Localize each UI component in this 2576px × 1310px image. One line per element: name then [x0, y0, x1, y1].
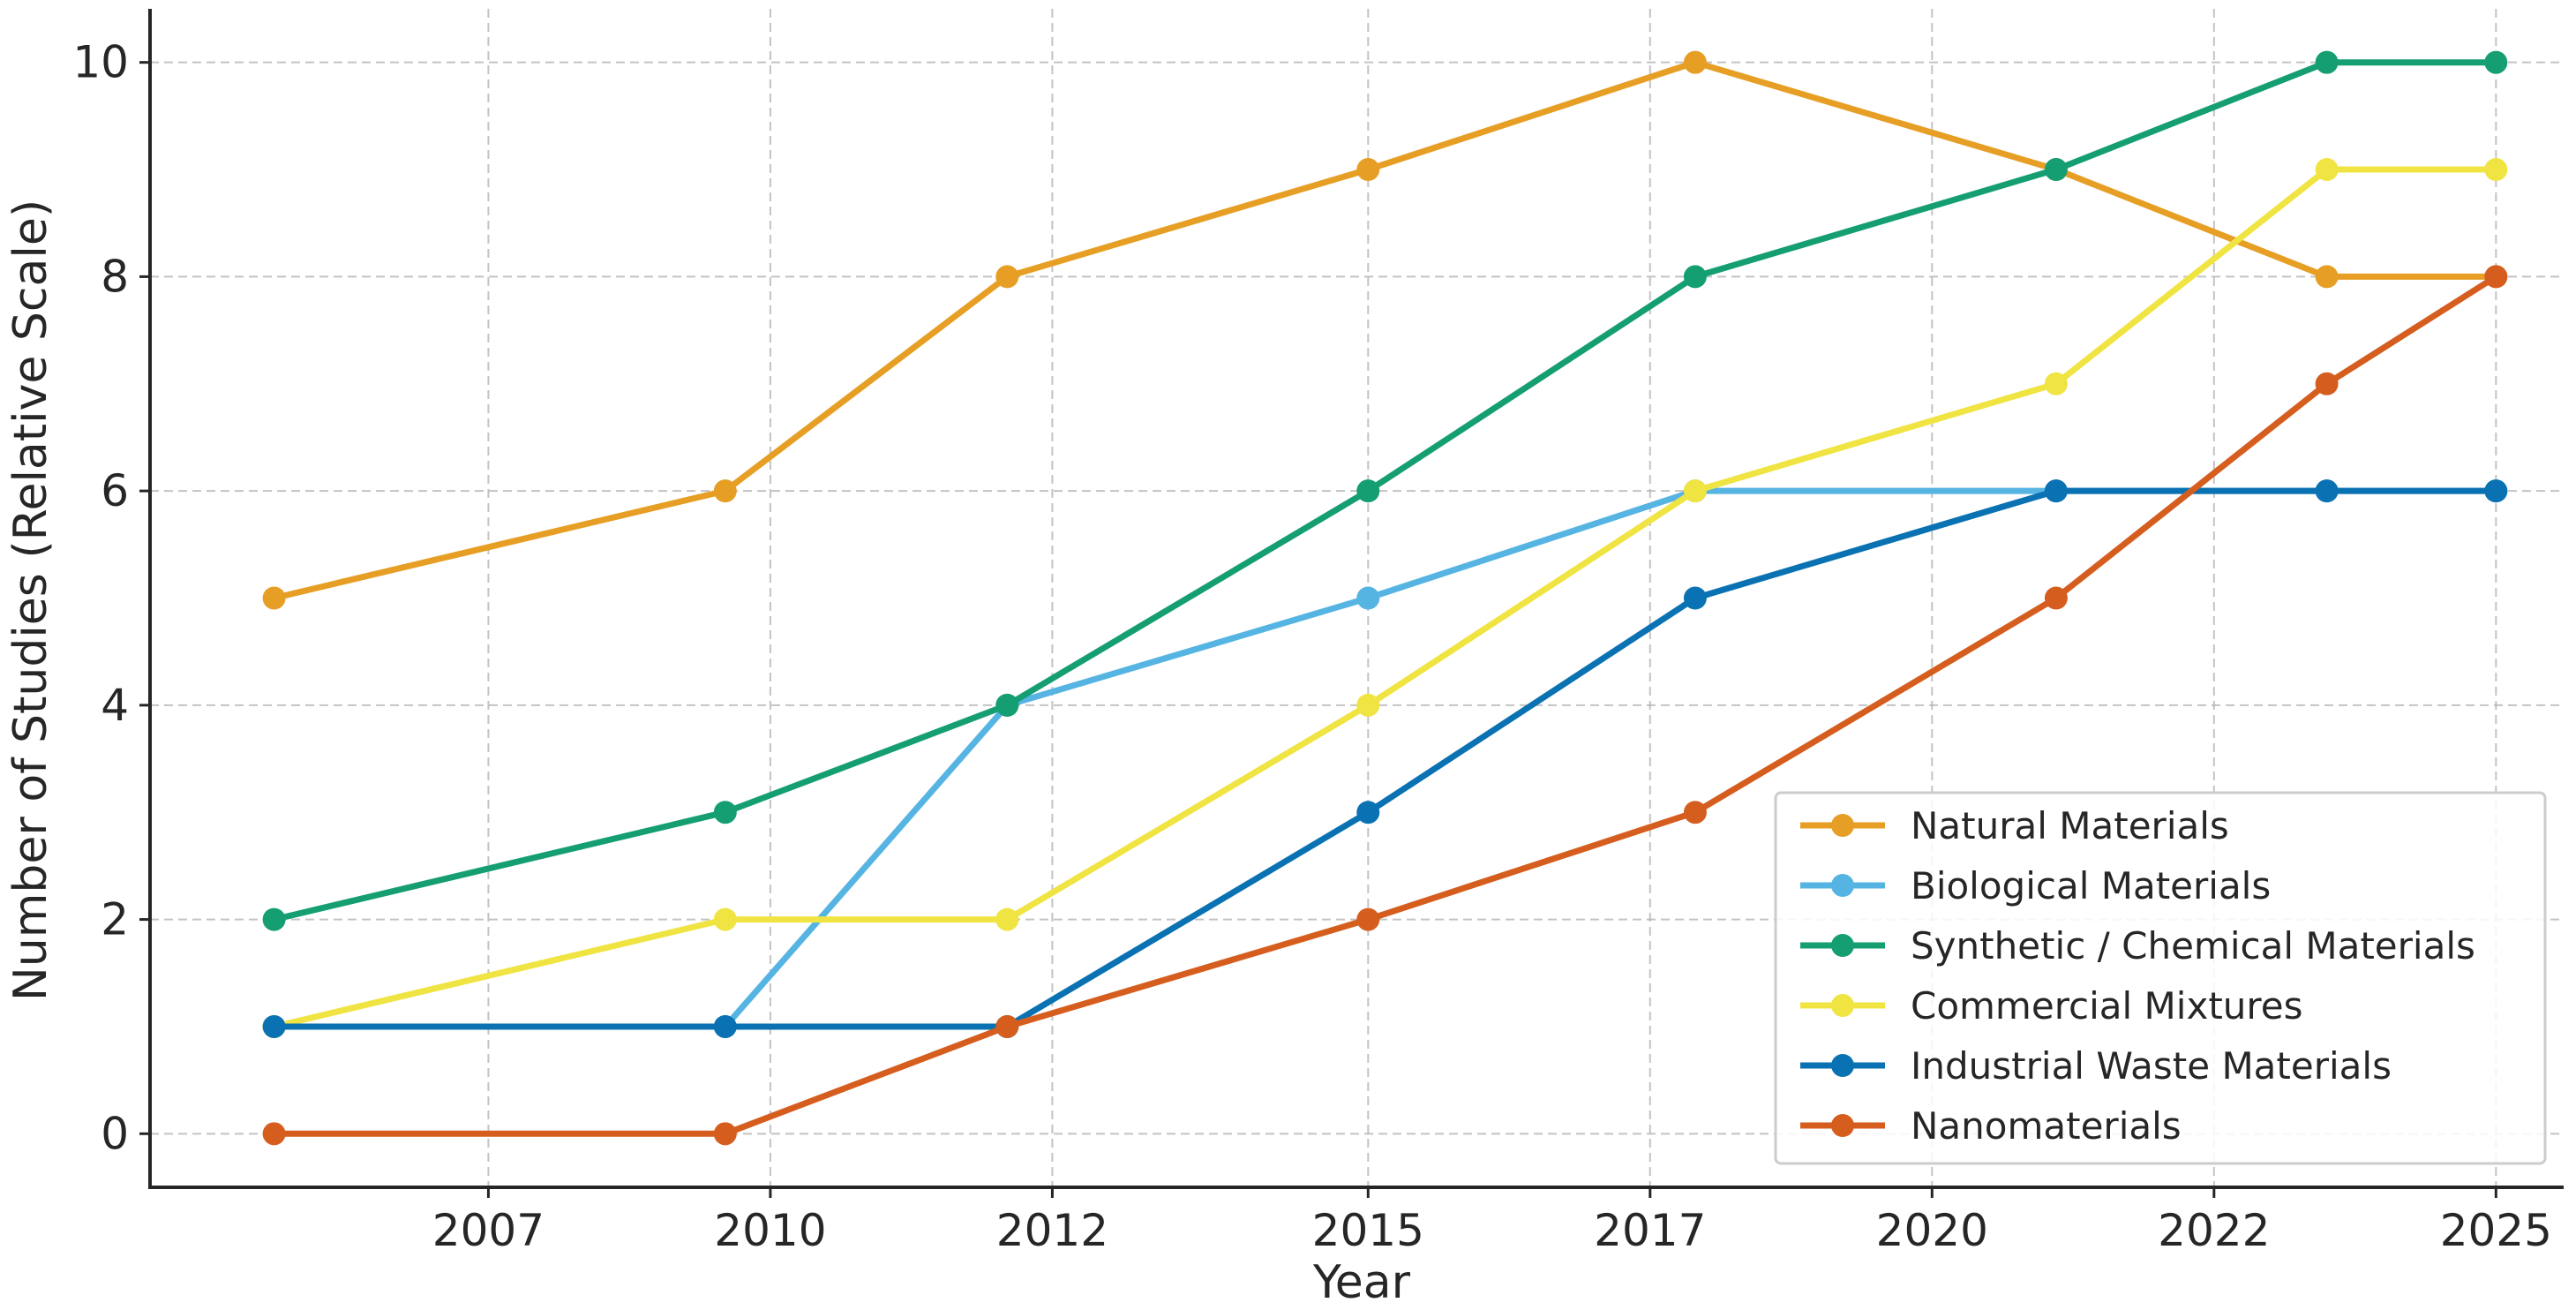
- series-line: [271, 166, 2499, 1030]
- legend: Natural Materials Biological Materials Syn…: [1774, 791, 2547, 1165]
- data-point: [1683, 50, 1707, 74]
- legend-label: Natural Materials: [1911, 804, 2229, 847]
- legend-entry: Nanomaterials: [1800, 1104, 2182, 1148]
- data-point: [713, 479, 737, 503]
- y-axis-title: Number of Studies (Relative Scale): [4, 200, 57, 1001]
- axes: [148, 9, 2564, 1189]
- legend-entry: Biological Materials: [1800, 864, 2271, 907]
- legend-entry: Industrial Waste Materials: [1800, 1044, 2392, 1088]
- data-point: [2484, 265, 2508, 289]
- x-tick-label: 2017: [1594, 1205, 1706, 1256]
- y-tick-label: 4: [101, 680, 129, 731]
- series-2: [262, 50, 2508, 931]
- data-point: [995, 693, 1019, 717]
- series-line: [271, 273, 2499, 1137]
- legend-swatch-marker: [1831, 874, 1854, 897]
- legend-entry: Synthetic / Chemical Materials: [1800, 924, 2475, 967]
- series-line: [271, 487, 2499, 1030]
- legend-swatch-marker: [1831, 1054, 1854, 1077]
- data-point: [2484, 479, 2508, 503]
- data-point: [995, 265, 1019, 289]
- data-point: [713, 907, 737, 931]
- x-axis-title: Year: [1312, 1256, 1411, 1309]
- data-point: [2044, 586, 2068, 610]
- legend-label: Nanomaterials: [1911, 1104, 2182, 1148]
- y-tick-label: 6: [101, 465, 129, 516]
- data-point: [2044, 372, 2068, 395]
- y-tick-label: 10: [72, 37, 129, 88]
- series-line: [271, 59, 2499, 923]
- legend-label: Synthetic / Chemical Materials: [1911, 924, 2475, 967]
- data-point: [2315, 158, 2339, 182]
- data-point: [1683, 801, 1707, 824]
- legend-label: Commercial Mixtures: [1911, 984, 2302, 1028]
- data-point: [1356, 158, 1380, 182]
- legend-label: Biological Materials: [1911, 864, 2271, 907]
- legend-box: [1774, 791, 2547, 1165]
- data-point: [1683, 479, 1707, 503]
- data-point: [713, 801, 737, 824]
- series-5: [262, 265, 2508, 1146]
- data-point: [1356, 586, 1380, 610]
- x-tick-label: 2020: [1876, 1205, 1988, 1256]
- data-point: [2315, 50, 2339, 74]
- data-point: [2484, 50, 2508, 74]
- ticks: 2007 2010 2012 2015 2017 2020 2022 2025 0 2 4 6 8 10: [72, 37, 2552, 1256]
- x-tick-label: 2010: [714, 1205, 826, 1256]
- legend-label: Industrial Waste Materials: [1911, 1044, 2392, 1088]
- legend-swatch-marker: [1831, 994, 1854, 1017]
- data-point: [2484, 158, 2508, 182]
- data-point: [1683, 265, 1707, 289]
- data-point: [713, 1014, 737, 1038]
- data-point: [2315, 265, 2339, 289]
- series-line: [271, 59, 2499, 601]
- y-tick-label: 8: [101, 251, 129, 302]
- legend-swatch-marker: [1831, 934, 1854, 957]
- data-point: [2044, 158, 2068, 182]
- legend-entry: Commercial Mixtures: [1800, 984, 2302, 1028]
- data-point: [995, 907, 1019, 931]
- data-point: [262, 1014, 286, 1038]
- data-point: [2315, 372, 2339, 395]
- x-tick-label: 2007: [432, 1205, 544, 1256]
- x-tick-label: 2025: [2440, 1205, 2552, 1256]
- data-point: [262, 907, 286, 931]
- data-point: [713, 1122, 737, 1146]
- series: [262, 50, 2508, 1146]
- data-point: [2044, 479, 2068, 503]
- data-point: [1356, 801, 1380, 824]
- series-0: [262, 50, 2508, 610]
- legend-swatch-marker: [1831, 1114, 1854, 1137]
- data-point: [1356, 907, 1380, 931]
- data-point: [995, 1014, 1019, 1038]
- x-tick-label: 2022: [2158, 1205, 2270, 1256]
- legend-swatch-marker: [1831, 814, 1854, 837]
- data-point: [1356, 479, 1380, 503]
- x-tick-label: 2012: [996, 1205, 1108, 1256]
- data-point: [1356, 693, 1380, 717]
- data-point: [262, 586, 286, 610]
- y-tick-label: 0: [101, 1108, 129, 1159]
- y-tick-label: 2: [101, 894, 129, 945]
- data-point: [262, 1122, 286, 1146]
- data-point: [2315, 479, 2339, 503]
- data-point: [1683, 586, 1707, 610]
- x-tick-label: 2015: [1312, 1205, 1424, 1256]
- legend-entry: Natural Materials: [1800, 804, 2229, 847]
